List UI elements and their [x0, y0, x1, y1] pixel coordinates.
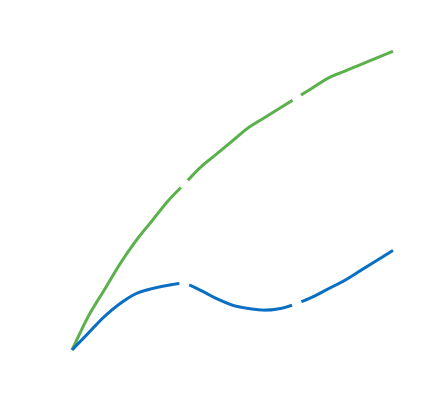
series-layer [70, 49, 394, 352]
series-line-1 [70, 49, 394, 351]
series-line-2 [70, 249, 394, 352]
